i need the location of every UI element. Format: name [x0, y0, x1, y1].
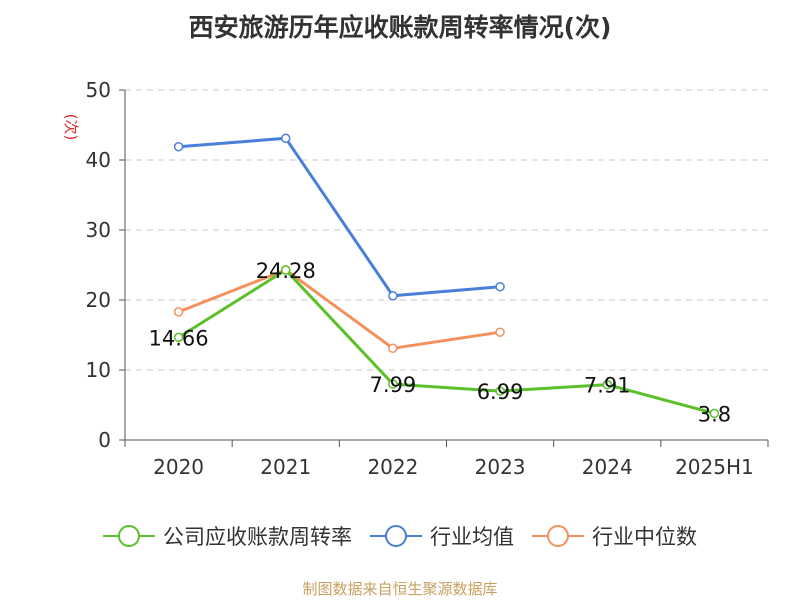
data-point — [388, 379, 398, 389]
legend-marker-icon — [103, 525, 155, 547]
chart-title: 西安旅游历年应收账款周转率情况(次) — [188, 13, 612, 42]
source-note: 制图数据来自恒生聚源数据库 — [302, 580, 498, 598]
data-label: 3.8 — [698, 402, 731, 426]
data-point — [709, 408, 720, 419]
series-layer — [173, 133, 720, 419]
x-tick-label: 2025H1 — [675, 455, 754, 479]
legend-label: 公司应收账款周转率 — [163, 525, 352, 549]
data-point — [495, 281, 505, 292]
data-label: 6.99 — [477, 380, 524, 404]
x-tick-label: 2024 — [582, 455, 633, 479]
data-point — [602, 379, 612, 390]
data-point — [173, 307, 184, 317]
y-axis-label: (次) — [62, 114, 80, 141]
data-point — [388, 343, 398, 354]
data-point — [173, 332, 184, 343]
x-tick-label: 2021 — [260, 455, 311, 479]
axis-layer: 0 10 20 30 40 50 2020 2021 2022 2023 2024 2025H1 (次) — [62, 78, 769, 479]
x-tick-label: 2023 — [475, 455, 526, 479]
y-tick-label: 0 — [98, 428, 111, 452]
y-tick-label: 30 — [86, 218, 111, 242]
data-point — [173, 141, 184, 152]
data-label: 7.99 — [370, 373, 417, 397]
data-point — [495, 327, 505, 337]
data-point — [281, 133, 291, 144]
data-label: 7.91 — [584, 374, 631, 398]
y-tick-label: 40 — [86, 148, 111, 172]
legend-marker-icon — [532, 525, 584, 547]
x-tick-label: 2022 — [367, 455, 418, 479]
y-tick-label: 50 — [86, 78, 111, 102]
series-line — [178, 136, 501, 298]
legend: 公司应收账款周转率 行业均值 行业中位数 — [0, 518, 800, 554]
data-point — [495, 386, 505, 396]
legend-label: 行业中位数 — [592, 525, 697, 549]
legend-label: 行业均值 — [430, 525, 514, 549]
series-line — [178, 268, 501, 350]
grid-layer — [125, 89, 768, 371]
legend-item: 公司应收账款周转率 — [103, 521, 352, 551]
legend-item: 行业中位数 — [532, 521, 697, 551]
legend-item: 行业均值 — [370, 521, 514, 551]
data-label: 14.66 — [149, 326, 209, 350]
data-label: 24.28 — [256, 259, 316, 283]
y-tick-label: 10 — [86, 358, 111, 382]
data-point — [388, 291, 398, 301]
series-line — [177, 268, 715, 415]
data-point — [281, 265, 291, 275]
label-layer: 14.66 24.28 7.99 6.99 7.91 3.8 — [149, 259, 732, 426]
y-tick-label: 20 — [86, 288, 111, 312]
x-tick-label: 2020 — [153, 455, 204, 479]
legend-marker-icon — [370, 525, 422, 547]
